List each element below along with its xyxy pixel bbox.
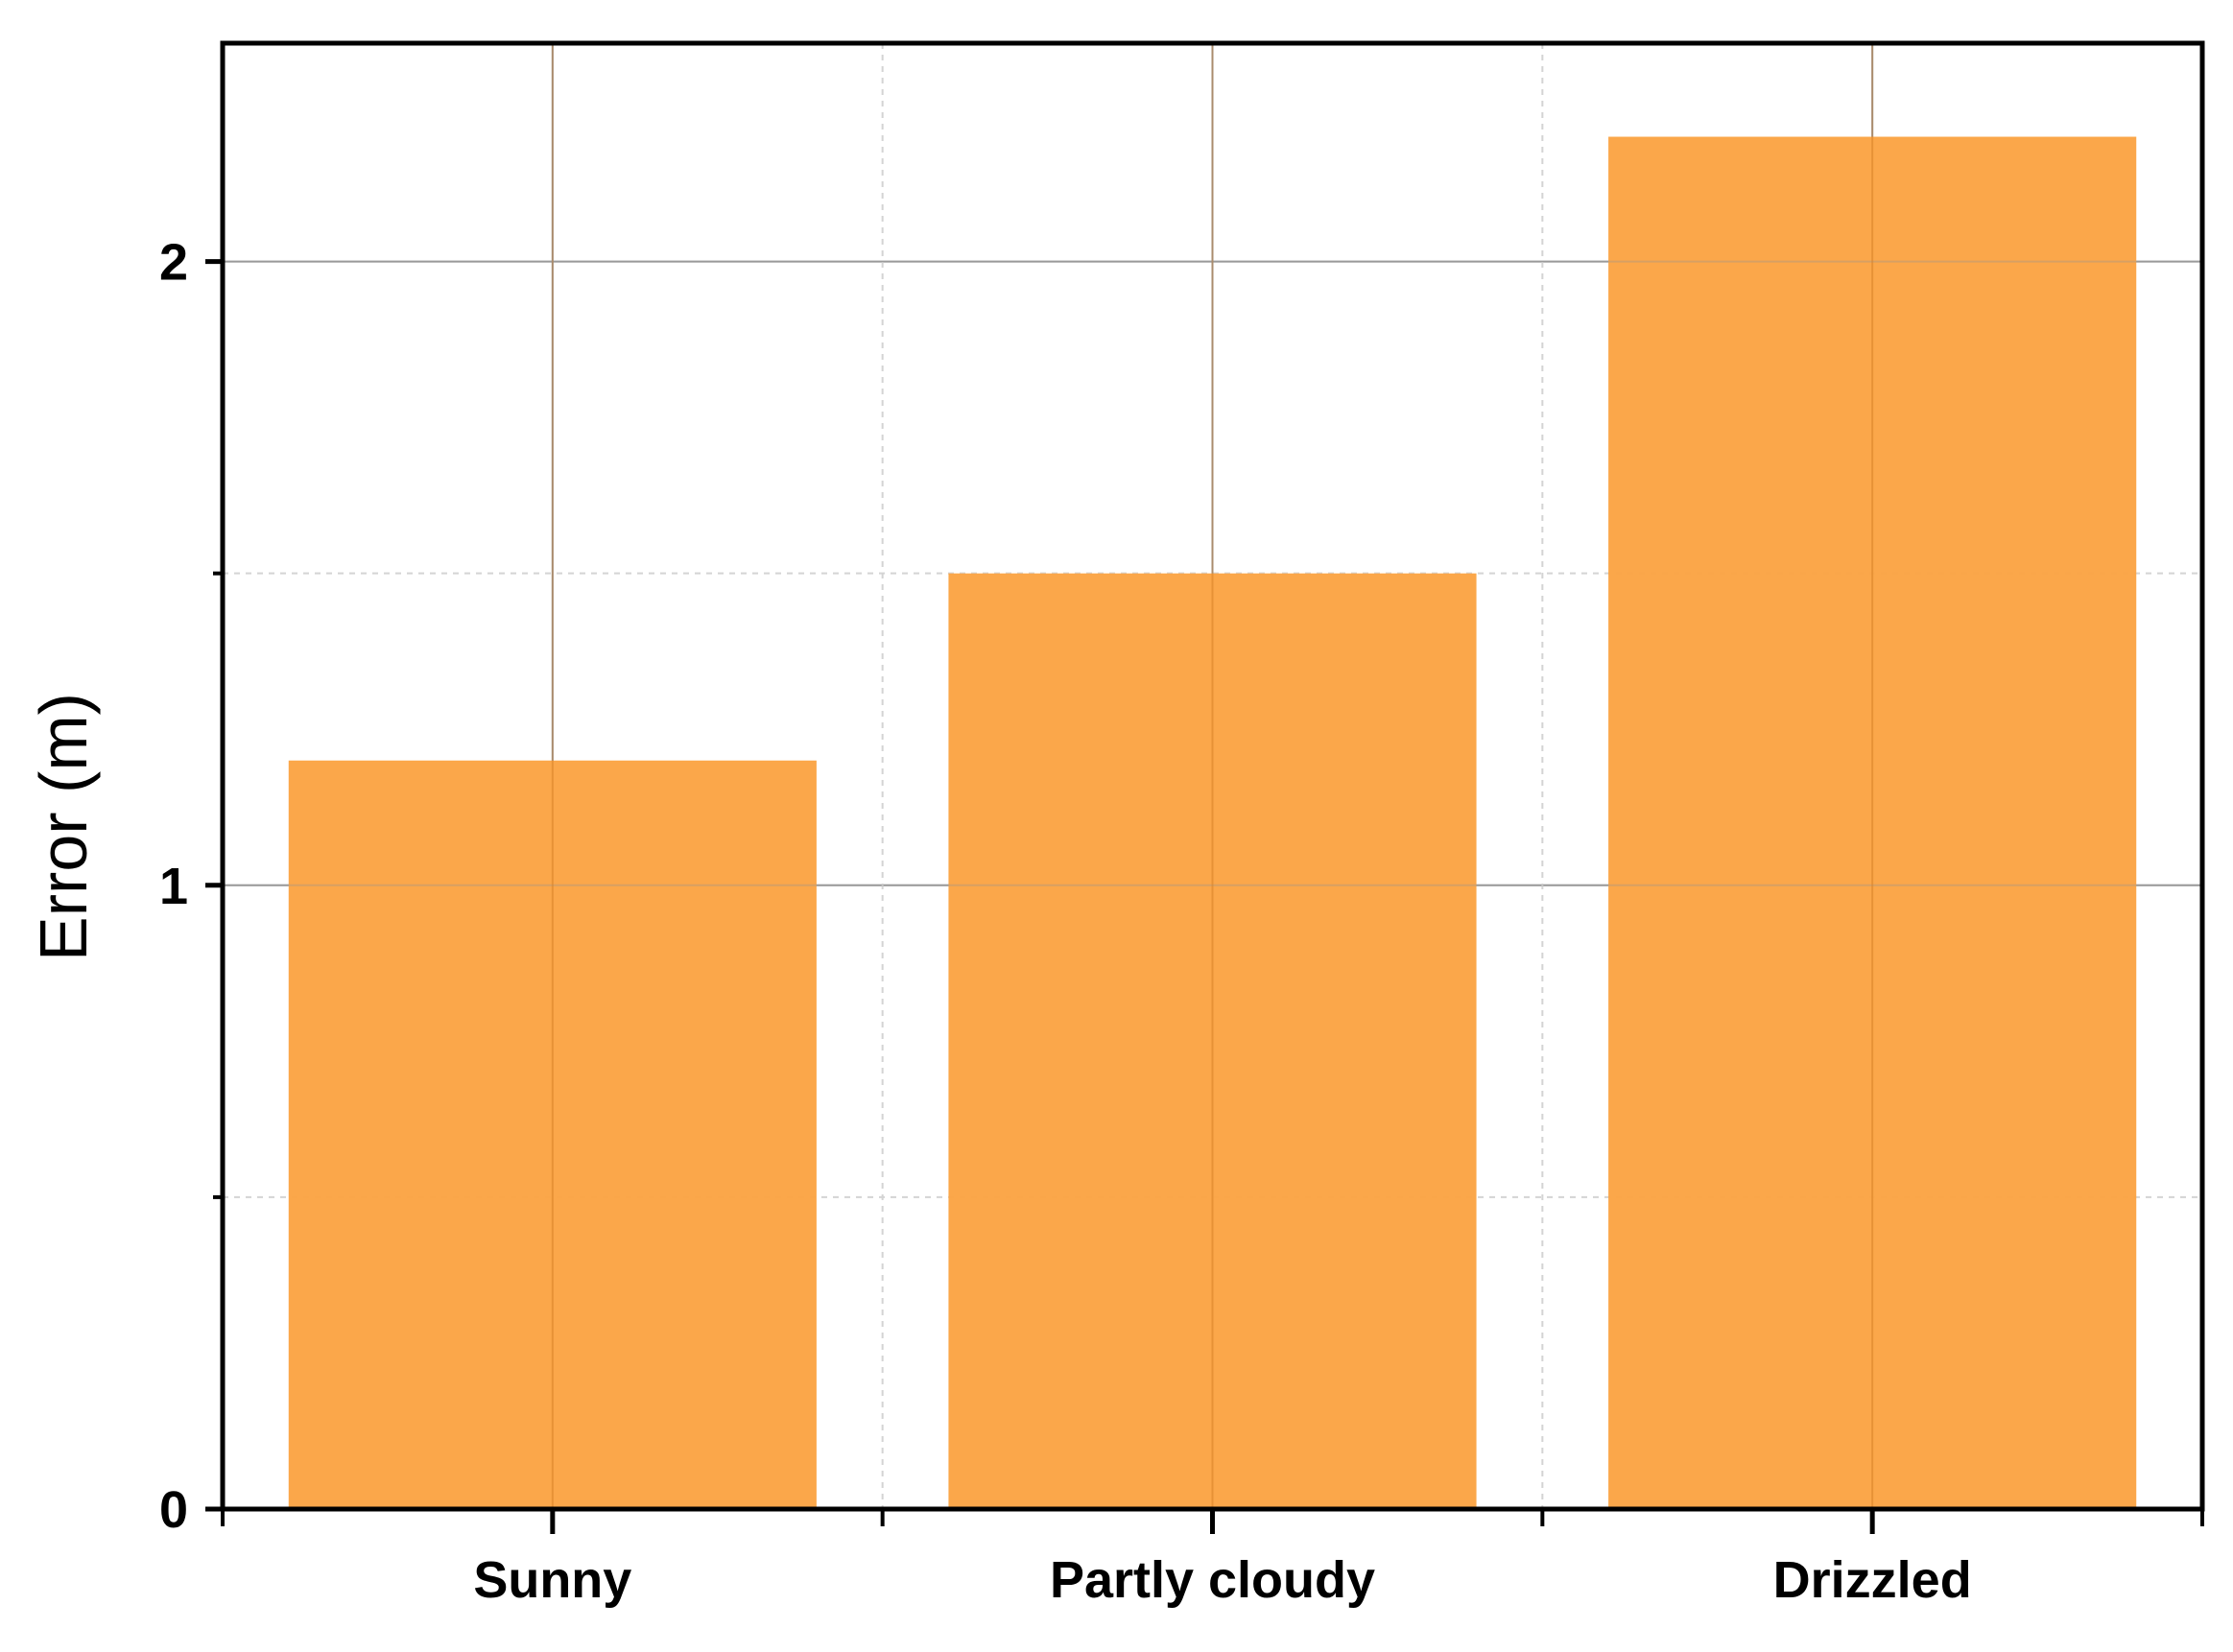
axis-layer: 0 1 2 Sunny Partly cloudy Drizzled — [159, 234, 2204, 1609]
y-tick-label: 1 — [159, 858, 188, 915]
y-tick-label: 2 — [159, 234, 188, 292]
y-axis-title: Error (m) — [26, 693, 101, 961]
bar-partly-cloudy — [948, 573, 1477, 1509]
bar-drizzled — [1608, 136, 2137, 1509]
x-tick-label: Drizzled — [1773, 1551, 1972, 1609]
bar-sunny — [288, 760, 817, 1509]
bar-layer — [288, 136, 2137, 1509]
x-tick-label: Partly cloudy — [1050, 1551, 1375, 1609]
y-tick-label: 0 — [159, 1481, 188, 1539]
grid-overlay-layer — [223, 43, 2202, 1509]
x-tick-label: Sunny — [473, 1551, 631, 1609]
